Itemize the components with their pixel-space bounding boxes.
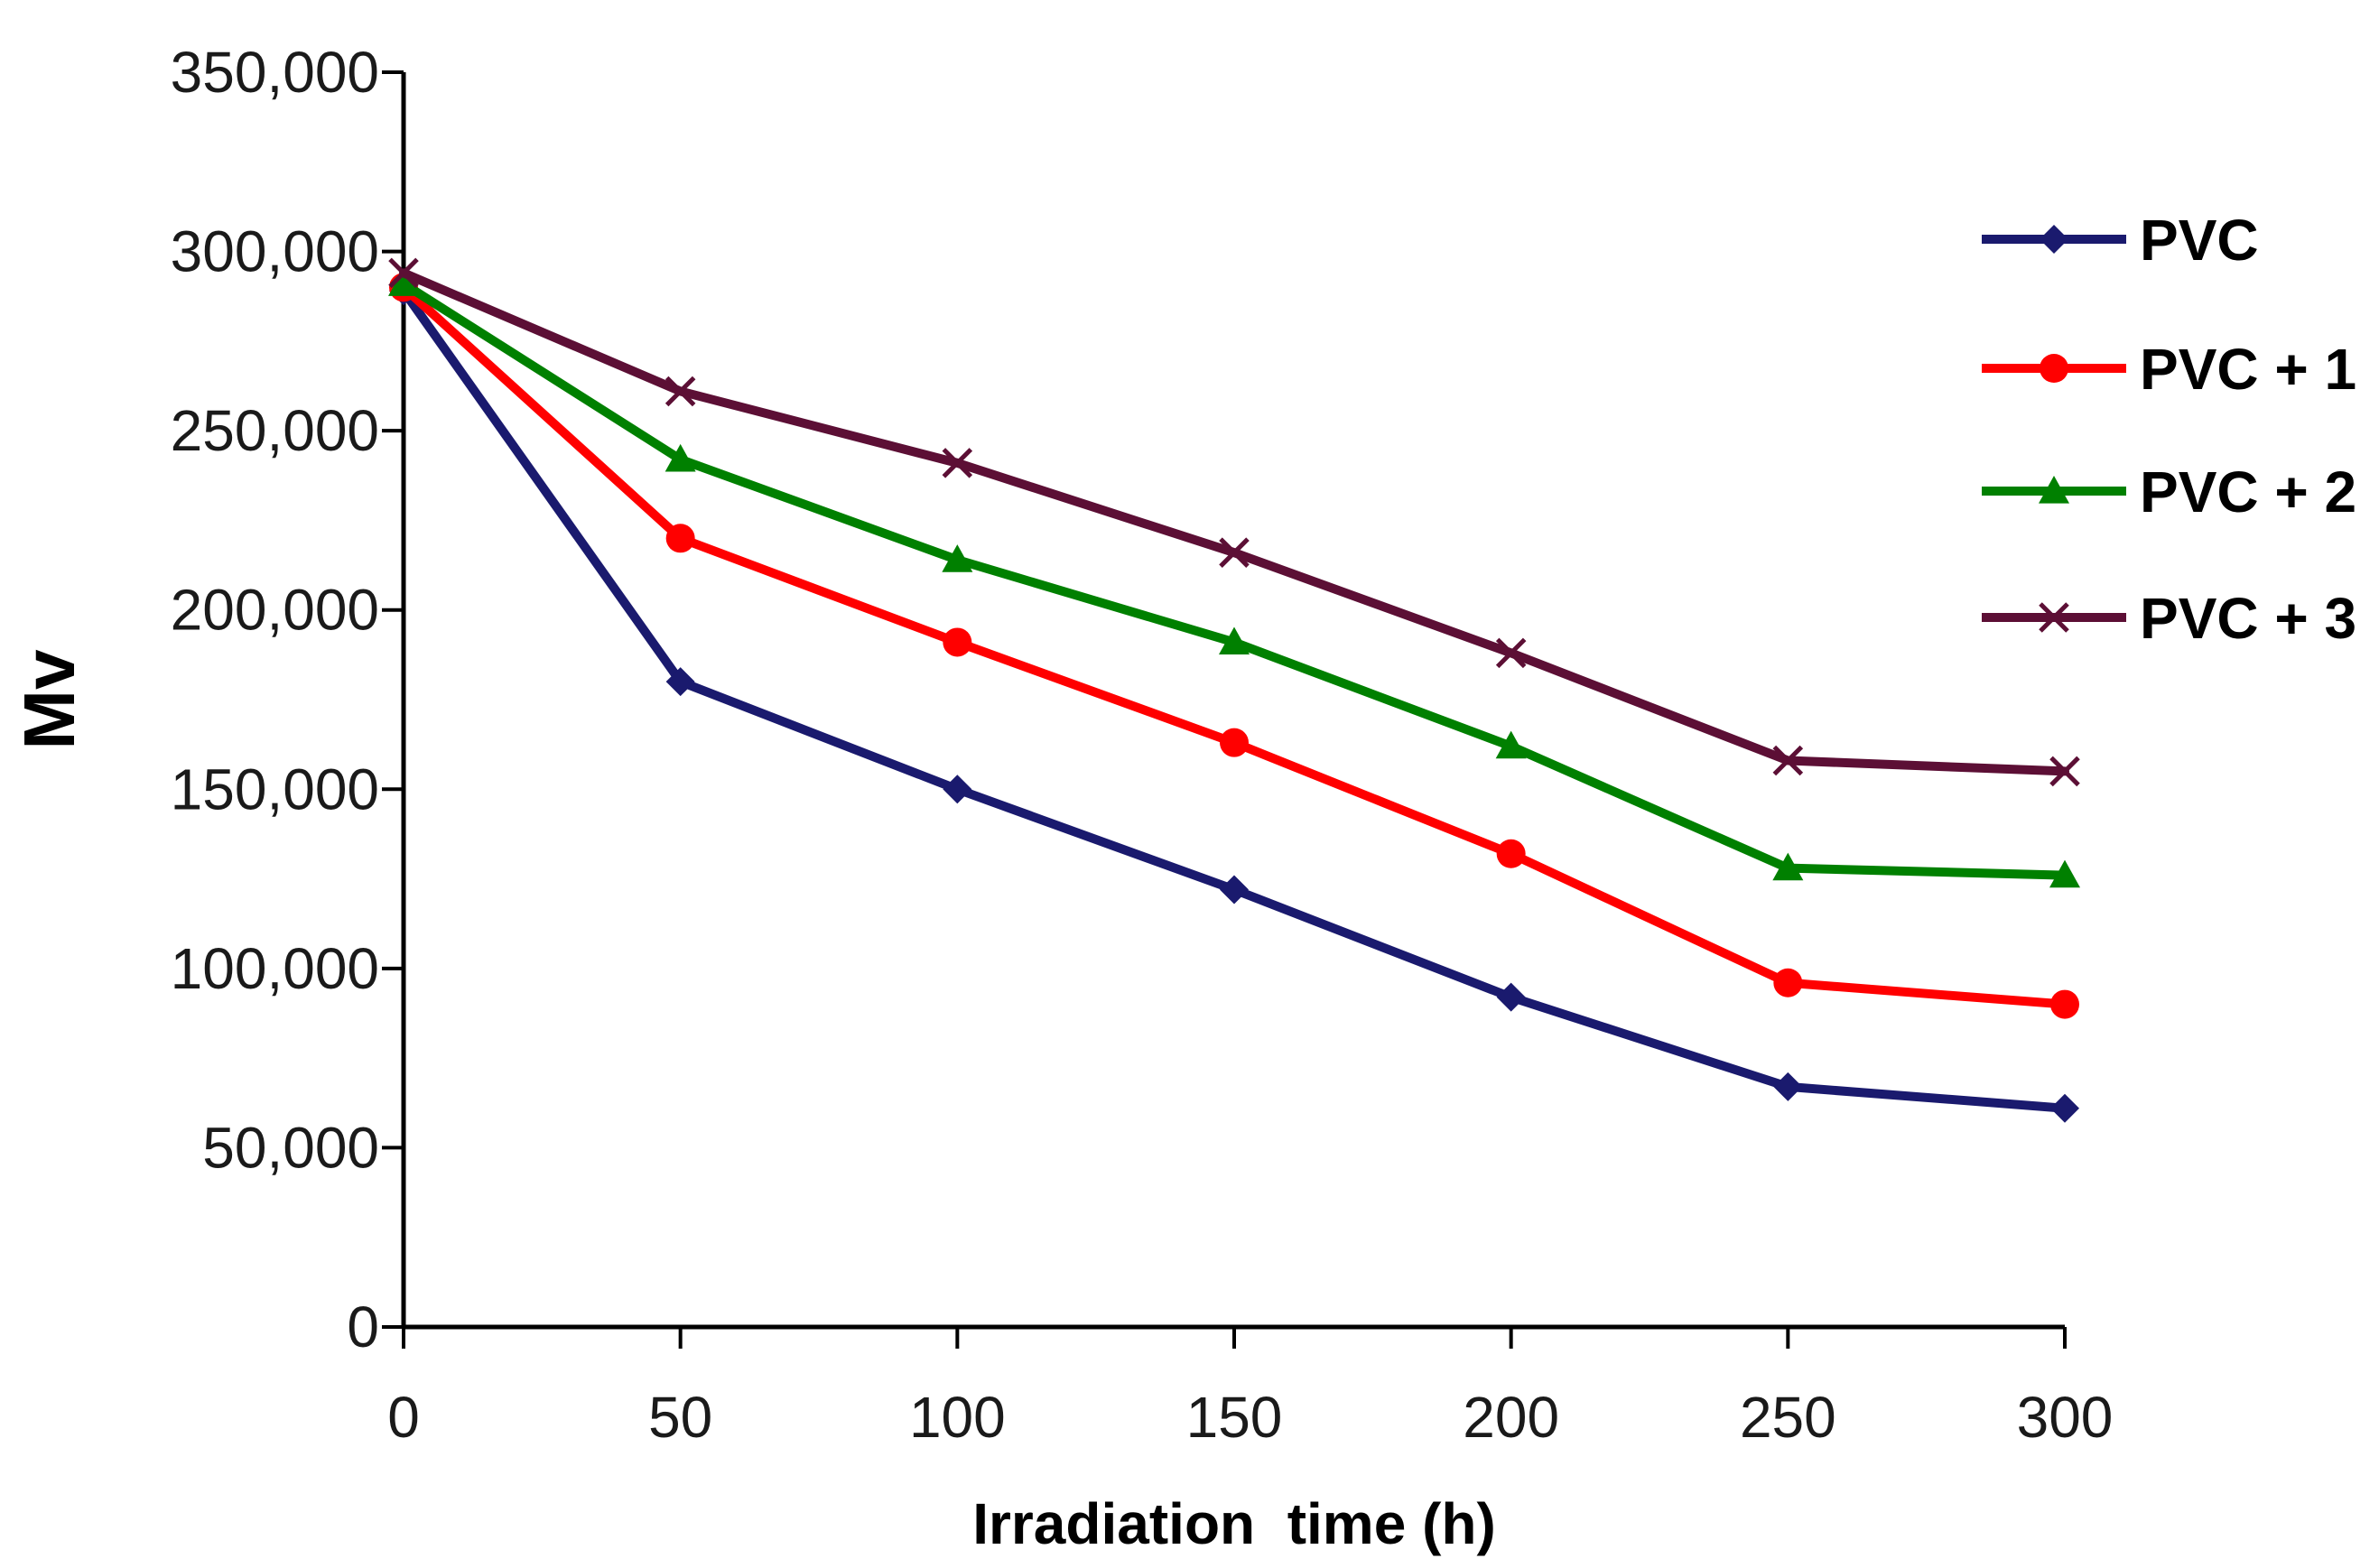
data-point (943, 775, 972, 804)
data-point (942, 544, 973, 572)
data-point (1496, 982, 1526, 1012)
y-ticks: 0 50,000 100,000 150,000 200,000 250,000 300,0… (171, 40, 404, 1359)
data-point (943, 627, 972, 657)
legend-marker (2040, 225, 2068, 254)
data-point (2049, 756, 2080, 787)
data-point (1220, 728, 1249, 757)
data-point (665, 524, 695, 553)
data-point (1772, 852, 1804, 881)
series-line (399, 268, 2069, 776)
data-point (2050, 989, 2079, 1019)
legend: PVC PVC + 1 PVC + 2 PVC + 3 (1982, 208, 2356, 651)
legend-marker (2039, 476, 2069, 504)
data-point (1772, 745, 1804, 776)
data-point (942, 448, 973, 478)
data-point (2049, 859, 2080, 888)
y-axis-title: Mv (9, 649, 89, 750)
y-tick-label: 300,000 (171, 219, 379, 284)
x-tick-label: 300 (2017, 1385, 2114, 1450)
x-tick-label: 200 (1463, 1385, 1559, 1450)
y-tick-label: 0 (347, 1294, 379, 1359)
legend-label: PVC + 1 (2140, 337, 2356, 402)
x-tick-label: 250 (1740, 1385, 1836, 1450)
legend-marker (2040, 354, 2068, 383)
data-point (1496, 839, 1526, 868)
legend-label: PVC + 3 (2140, 586, 2356, 651)
data-point (1220, 875, 1249, 905)
data-point (388, 268, 419, 296)
y-tick-label: 250,000 (171, 398, 379, 463)
x-axis-title: Irradiation time (h) (972, 1491, 1496, 1556)
series-1 (389, 276, 2079, 1123)
x-ticks: 0 50 100 150 200 250 300 (387, 1327, 2113, 1450)
x-tick-label: 50 (648, 1385, 712, 1450)
x-tick-label: 100 (909, 1385, 1006, 1450)
legend-item: PVC + 3 (1982, 586, 2356, 651)
legend-label: PVC (2140, 208, 2259, 273)
data-point (1495, 730, 1527, 759)
series-4 (388, 257, 2080, 787)
data-point (1773, 968, 1803, 997)
data-point (664, 376, 696, 407)
axes (401, 72, 2065, 1330)
data-point (1773, 1072, 1803, 1101)
legend-item: PVC (1982, 208, 2259, 273)
x-tick-label: 150 (1186, 1385, 1283, 1450)
data-point (1219, 537, 1250, 568)
data-point (1219, 626, 1250, 655)
y-tick-label: 200,000 (171, 578, 379, 643)
legend-item: PVC + 1 (1982, 337, 2356, 402)
data-point (665, 667, 695, 697)
legend-item: PVC + 2 (1982, 459, 2356, 524)
y-tick-label: 50,000 (202, 1115, 379, 1180)
series-layer (388, 257, 2080, 1123)
y-tick-label: 100,000 (171, 936, 379, 1001)
data-point (2050, 1093, 2079, 1123)
data-point (664, 443, 696, 472)
series-line (399, 279, 2069, 880)
series-3 (388, 268, 2080, 888)
data-point (388, 257, 419, 289)
y-tick-label: 150,000 (171, 756, 379, 821)
y-tick-label: 350,000 (171, 40, 379, 105)
data-point (1495, 637, 1527, 669)
legend-label: PVC + 2 (2140, 459, 2356, 524)
legend-marker (2039, 602, 2069, 633)
x-tick-label: 0 (387, 1385, 420, 1450)
